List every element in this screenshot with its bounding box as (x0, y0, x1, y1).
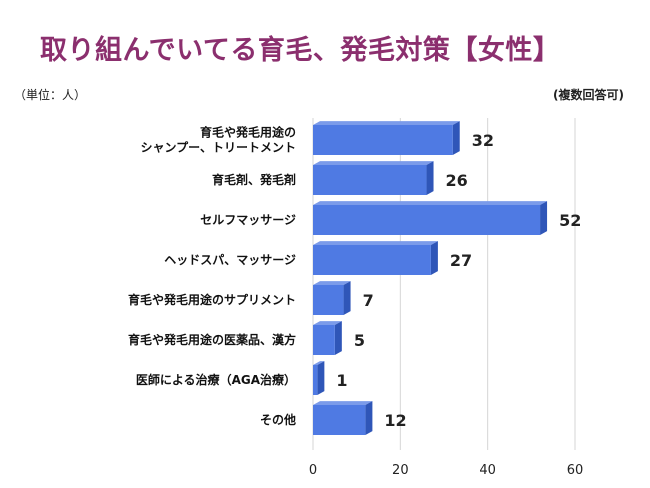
multi-answer-note: (複数回答可) (553, 88, 624, 102)
bar-top-face (313, 121, 460, 125)
x-tick-label: 0 (309, 463, 317, 478)
bar-side-face (426, 161, 434, 195)
bar (313, 125, 453, 155)
bar-top-face (313, 281, 351, 285)
value-label: 26 (446, 171, 468, 190)
bar-side-face (430, 241, 438, 275)
category-label: 育毛や発毛用途の (200, 125, 296, 140)
bar-top-face (313, 241, 438, 245)
bar-top-face (313, 321, 342, 325)
category-label: セルフマッサージ (200, 213, 296, 227)
bar-side-face (365, 401, 373, 435)
bar (313, 165, 427, 195)
bar-side-face (452, 121, 460, 155)
bar-top-face (313, 201, 548, 205)
bar (313, 405, 366, 435)
category-label: 育毛剤、発毛剤 (212, 172, 296, 187)
category-label: その他 (260, 412, 296, 427)
category-label: 医師による治療（AGA治療） (136, 372, 296, 387)
bar-side-face (317, 361, 325, 395)
category-label: 育毛や発毛用途の医薬品、漢方 (128, 332, 296, 347)
bar (313, 285, 344, 315)
value-label: 1 (336, 371, 347, 390)
category-label: 育毛や発毛用途のサプリメント (128, 292, 296, 307)
value-label: 5 (354, 331, 365, 350)
x-tick-label: 20 (392, 463, 409, 478)
value-label: 32 (472, 131, 494, 150)
value-label: 12 (384, 411, 406, 430)
bar-side-face (540, 201, 548, 235)
value-label: 52 (559, 211, 581, 230)
bar-side-face (343, 281, 351, 315)
value-label: 27 (450, 251, 472, 270)
category-label: シャンプー、トリートメント (140, 140, 296, 155)
bar-top-face (313, 361, 325, 365)
bar-top-face (313, 161, 434, 165)
bar (313, 325, 335, 355)
x-tick-label: 40 (479, 463, 496, 478)
unit-note: （単位：人） (14, 88, 87, 102)
chart-title: 取り組んでいてる育毛、発毛対策【女性】 (40, 35, 561, 66)
value-label: 7 (363, 291, 374, 310)
category-label: ヘッドスパ、マッサージ (164, 253, 296, 267)
bar (313, 205, 541, 235)
bar-side-face (334, 321, 342, 355)
x-tick-label: 60 (567, 463, 584, 478)
bar (313, 245, 431, 275)
bar-top-face (313, 401, 373, 405)
bar (313, 365, 318, 395)
